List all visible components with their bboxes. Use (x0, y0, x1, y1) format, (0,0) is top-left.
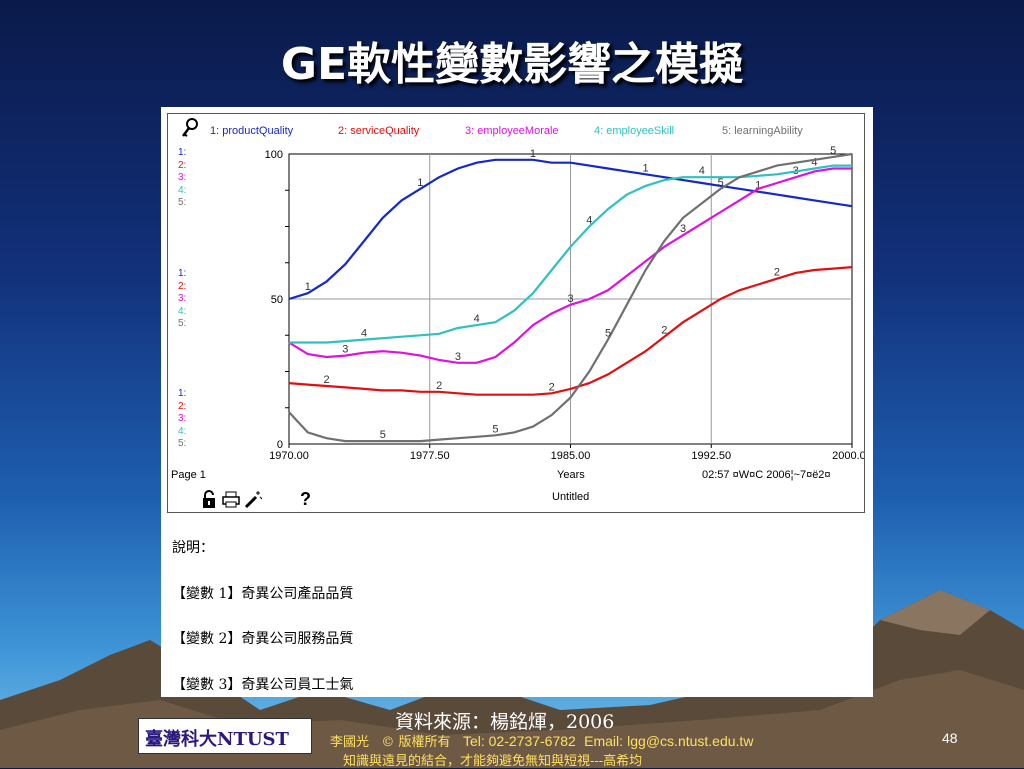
x-tick-label: 1977.50 (410, 450, 450, 462)
credit-line: 李國光 © 版權所有 Tel: 02-2737-6782 Email: lgg@… (330, 731, 753, 750)
x-tick-label: 1970.00 (269, 450, 309, 462)
series-marker-2: 2 (774, 267, 780, 279)
mini-scale-label-4: 4: (178, 305, 187, 317)
series-marker-5: 5 (380, 429, 386, 441)
simulation-graph-window: 1: productQuality 2: serviceQuality 3: e… (167, 113, 865, 513)
mini-scale-label-1: 1: (178, 147, 187, 158)
description-item-1: 【變數 1】奇異公司產品品質 (172, 586, 354, 602)
document-name: Untitled (552, 491, 590, 503)
page-label: Page 1 (171, 469, 206, 481)
legend-item-4: 4: employeeSkill (594, 125, 675, 137)
legend-item-5: 5: learningAbility (722, 125, 803, 137)
mini-scale-top: 1: 2: 3: 4: 5: (178, 147, 186, 210)
mini-scale-label-3: 3: (178, 172, 187, 183)
mini-scale-label-1: 1: (178, 268, 187, 279)
series-marker-4: 4 (586, 215, 592, 227)
x-tick-label: 2000.00 (832, 450, 864, 462)
series-marker-4: 4 (474, 313, 480, 325)
series-marker-1: 1 (305, 281, 311, 293)
mini-scale-label-3: 3: (178, 293, 187, 304)
description-heading: 說明： (172, 540, 214, 556)
series-marker-2: 2 (436, 380, 442, 392)
lock-icon[interactable] (200, 489, 218, 509)
mini-scale-label-5: 5: (178, 197, 187, 208)
y-tick-label: 100 (265, 149, 283, 161)
slide-title: GE軟性變數影響之模擬 (280, 39, 744, 90)
series-line-3 (288, 167, 852, 364)
magic-wand-icon[interactable] (244, 489, 262, 509)
line-chart: 1970.00 1977.50 1985.00 1992.50 2000.00 0 50 10… (265, 145, 864, 462)
series-marker-3: 3 (567, 293, 573, 305)
series-marker-5: 5 (605, 328, 611, 340)
mini-scale-middle: 1: 2: 3: 4: 5: (178, 268, 186, 331)
series-marker-4: 4 (361, 328, 367, 340)
timestamp: 02:57 ¤W¤C 2006¦~7¤ë2¤ (702, 469, 831, 481)
legend-item-3: 3: employeeMorale (465, 125, 559, 137)
series-marker-1: 1 (530, 148, 536, 160)
y-tick-label: 0 (277, 439, 283, 451)
mini-scale-label-5: 5: (178, 438, 187, 449)
x-axis-label: Years (557, 469, 585, 481)
series-marker-2: 2 (323, 374, 329, 386)
series-line-5 (288, 152, 853, 443)
mini-scale-label-5: 5: (178, 318, 187, 329)
copyright-text: © 版權所有 (381, 735, 451, 750)
series-marker-5: 5 (718, 177, 724, 189)
series-marker-1: 1 (755, 180, 761, 192)
legend-item-2: 2: serviceQuality (338, 125, 420, 137)
series-line-2 (288, 266, 853, 396)
author-name: 李國光 (330, 735, 370, 750)
series-marker-5: 5 (830, 145, 836, 157)
email-label: Email: (584, 733, 624, 749)
mini-scale-label-2: 2: (178, 400, 187, 412)
print-icon[interactable] (222, 489, 240, 509)
series-marker-3: 3 (342, 344, 348, 356)
x-tick-label: 1992.50 (691, 450, 731, 462)
description-item-3: 【變數 3】奇異公司員工士氣 (172, 677, 354, 693)
tel-text: Tel: 02-2737-6782 (462, 733, 576, 749)
ntust-logo: 臺灣科大NTUST (138, 718, 312, 754)
series-marker-1: 1 (643, 162, 649, 174)
mini-scale-label-3: 3: (178, 413, 187, 424)
mini-scale-label-4: 4: (178, 184, 187, 196)
series-marker-4: 4 (811, 157, 817, 169)
series-line-4 (289, 164, 852, 344)
mini-scale-label-1: 1: (178, 388, 187, 399)
series-marker-3: 3 (680, 223, 686, 235)
series-marker-3: 3 (455, 351, 461, 363)
mini-scale-label-2: 2: (178, 280, 187, 292)
source-citation: 資料來源：楊銘煇，2006 (395, 711, 615, 733)
series-marker-5: 5 (492, 423, 498, 435)
legend-item-1: 1: productQuality (210, 125, 294, 137)
mini-scale-label-2: 2: (178, 159, 187, 171)
slide-page-number: 48 (942, 730, 958, 746)
motto: 知識與遠見的結合，才能夠避免無知與短視---高希均 (343, 754, 643, 769)
graph-key-icon[interactable] (180, 118, 200, 138)
series-line-1 (288, 158, 853, 301)
description-item-2: 【變數 2】奇異公司服務品質 (172, 631, 354, 647)
series-marker-2: 2 (661, 325, 667, 337)
email-link[interactable]: lgg@cs.ntust.edu.tw (627, 733, 754, 749)
series-marker-2: 2 (549, 381, 555, 393)
mini-scale-bottom: 1: 2: 3: 4: 5: (178, 388, 186, 451)
y-tick-label: 50 (271, 294, 283, 306)
series-marker-4: 4 (699, 165, 705, 177)
logo-text: 臺灣科大NTUST (145, 729, 289, 750)
help-icon[interactable]: ? (300, 489, 311, 509)
x-tick-label: 1985.00 (551, 450, 591, 462)
series-marker-1: 1 (417, 177, 423, 189)
mini-scale-label-4: 4: (178, 425, 187, 437)
